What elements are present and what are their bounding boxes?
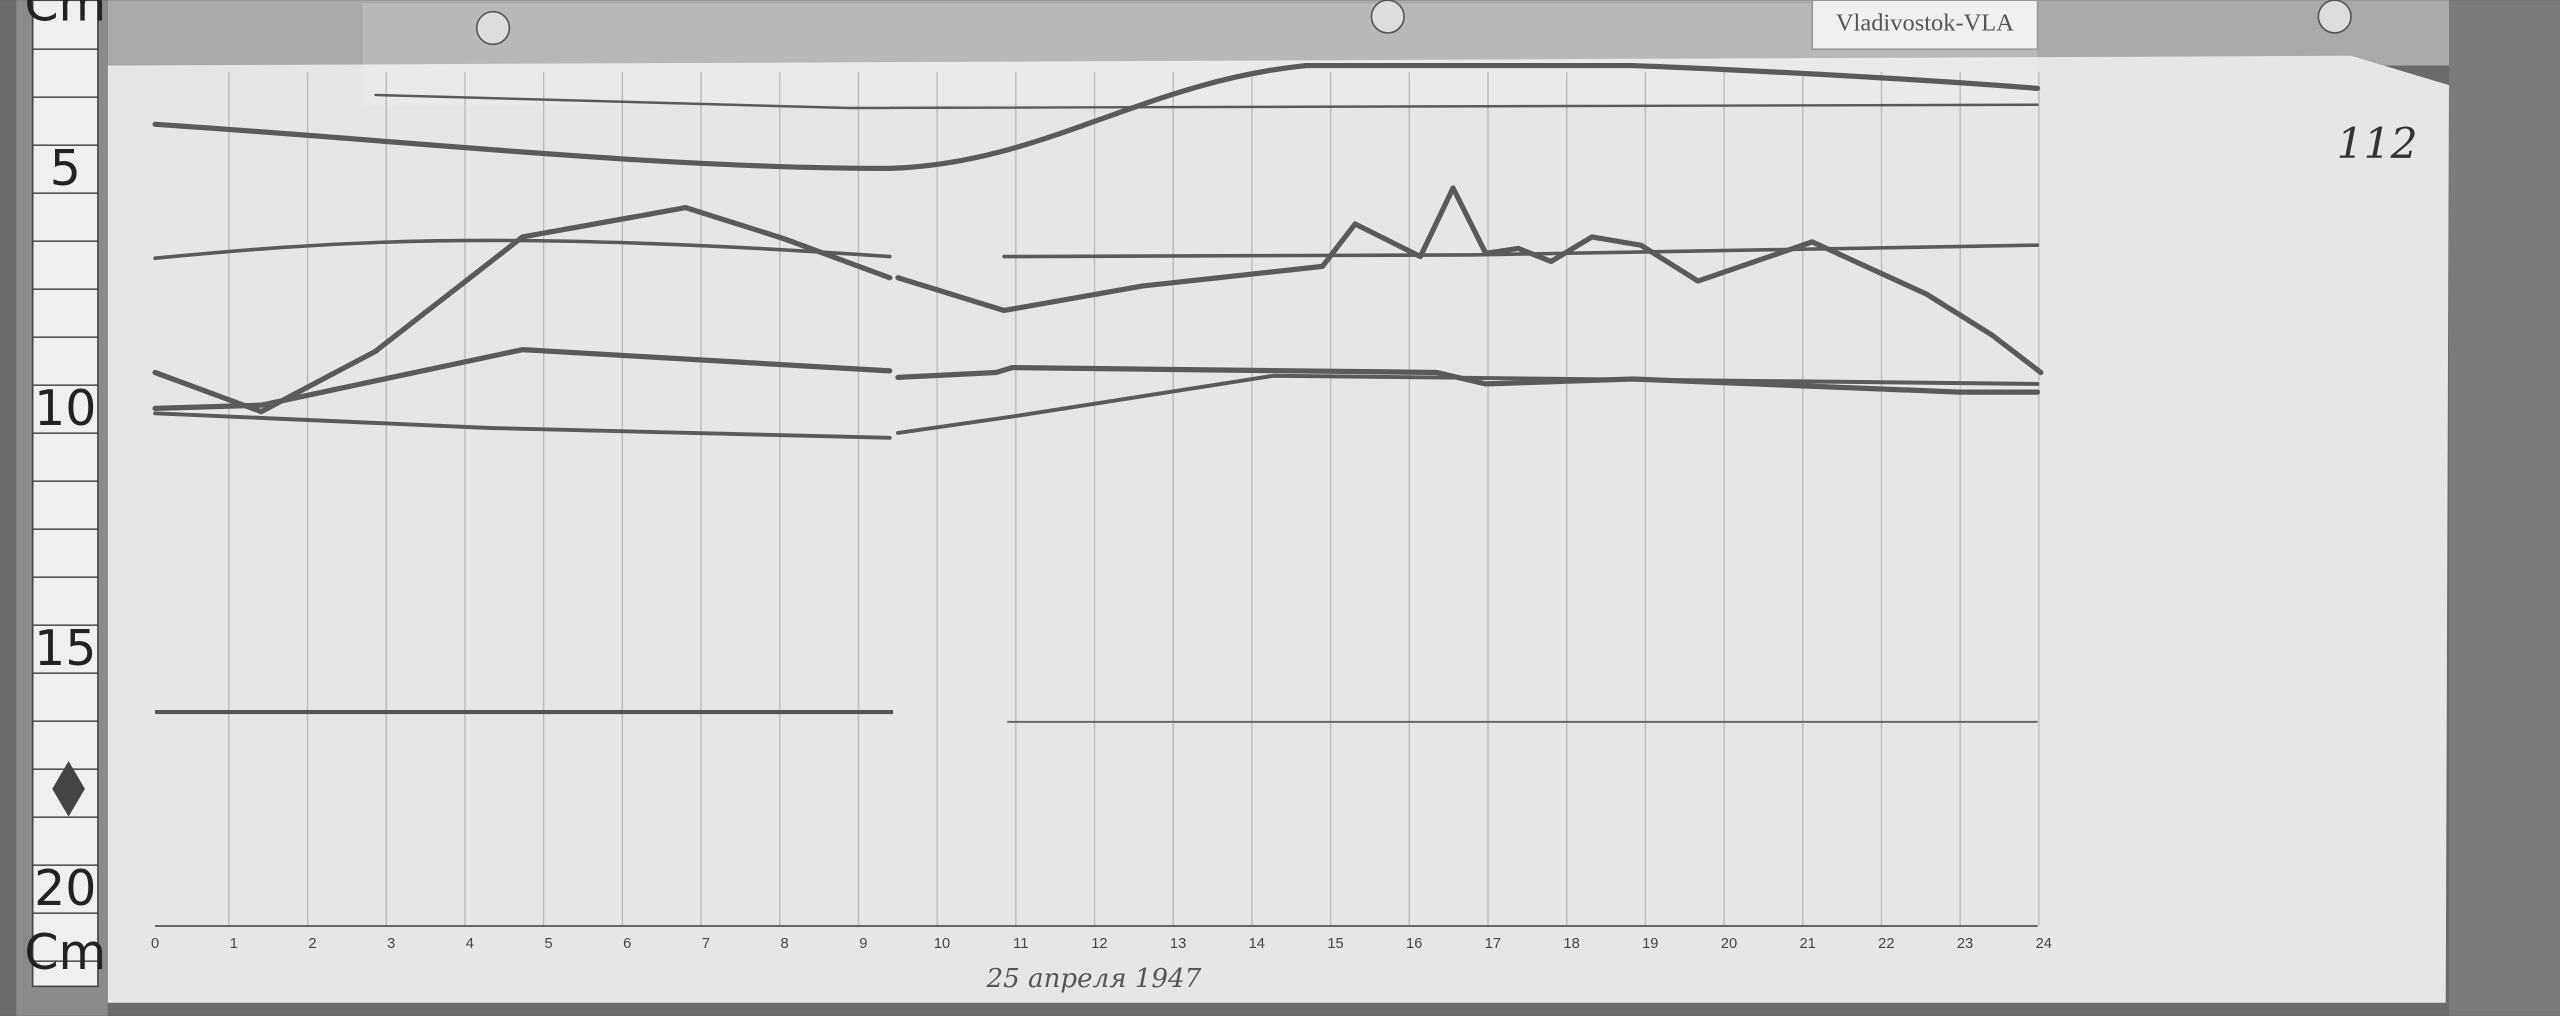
ruler-mark: 10 (34, 380, 96, 437)
hour-label: 4 (466, 936, 474, 952)
paper (107, 55, 2449, 1003)
hour-label: 22 (1878, 936, 1894, 952)
hour-label: 16 (1406, 936, 1422, 952)
hour-label: 8 (781, 936, 789, 952)
ruler-unit: Cm (24, 924, 106, 981)
grid: 0 1 2 3 4 5 6 7 8 9 10 11 12 13 14 15 16 17 18 19 20 21 22 23 24 (151, 72, 2052, 952)
screw (1370, 0, 1405, 34)
ruler-unit: Cm (24, 0, 106, 32)
screw (475, 10, 511, 46)
traces (152, 62, 2044, 723)
trace-h (152, 185, 2044, 415)
hour-label: 0 (151, 936, 159, 952)
hour-label: 21 (1800, 936, 1816, 952)
trace-baseline-h (153, 238, 2040, 260)
hour-label: 19 (1642, 936, 1658, 952)
hour-label: 20 (1721, 936, 1737, 952)
ruler-marker (52, 761, 85, 817)
hour-label: 23 (1957, 936, 1973, 952)
ruler-mark: 15 (34, 620, 96, 677)
ruler-mark: 20 (34, 860, 96, 917)
ruler-ticks: 5 10 15 20 (32, 48, 98, 963)
sheet-number: 112 (2337, 120, 2418, 169)
hour-label: 18 (1563, 936, 1579, 952)
station-label: Vladivostok-VLA (1836, 9, 2014, 36)
hour-label: 6 (623, 936, 631, 952)
station-label-box (1811, 0, 2039, 51)
hour-label: 7 (702, 936, 710, 952)
frame-right (2448, 0, 2560, 1016)
baseline (374, 93, 2039, 110)
hour-label: 13 (1170, 936, 1186, 952)
hour-label: 2 (308, 936, 316, 952)
caption: 25 апреля 1947 (986, 964, 1202, 994)
hour-label: 12 (1091, 936, 1107, 952)
ruler-mark: 5 (50, 140, 81, 197)
ruler (31, 0, 99, 988)
hour-label: 14 (1249, 936, 1265, 952)
trace-baseline-z (153, 373, 2040, 440)
trace-d (152, 62, 2041, 172)
hour-label: 15 (1327, 936, 1343, 952)
hour-label: 9 (859, 936, 867, 952)
hour-label: 24 (2036, 936, 2052, 952)
hour-label: 17 (1485, 936, 1501, 952)
glass-reflection (362, 3, 2038, 105)
screw (2317, 0, 2352, 34)
hour-label: 3 (387, 936, 395, 952)
hour-label: 10 (934, 936, 950, 952)
hour-label: 11 (1013, 936, 1028, 952)
hour-label: 1 (230, 936, 238, 952)
hour-label: 5 (544, 936, 552, 952)
